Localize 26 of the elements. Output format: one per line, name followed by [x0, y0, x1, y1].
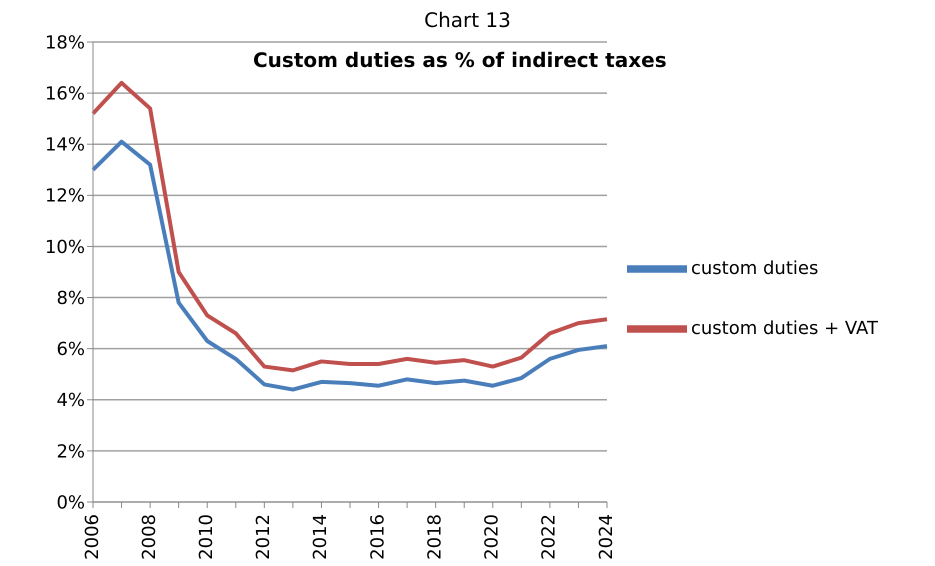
y-tick-label: 2% [56, 441, 85, 462]
y-tick-label: 0% [56, 492, 85, 514]
x-tick-label: 2006 [82, 514, 103, 560]
x-tick-label: 2010 [196, 514, 217, 560]
x-tick-label: 2016 [367, 514, 388, 560]
x-tick-label: 2008 [138, 514, 160, 560]
x-tick-label: 2012 [253, 514, 274, 560]
legend-label: custom duties + VAT [691, 318, 878, 339]
y-tick-label: 14% [44, 134, 85, 156]
line-series [91, 140, 609, 392]
y-tick-label: 18% [44, 32, 85, 54]
chart-title: Chart 13 [423, 8, 512, 34]
y-tick-label: 10% [44, 236, 85, 258]
x-tick-label: 2018 [424, 514, 446, 560]
x-tick-label: 2020 [482, 514, 503, 560]
y-tick-label: 6% [56, 339, 85, 360]
y-tick-label: 16% [44, 84, 85, 104]
x-tick-label: 2022 [538, 514, 560, 560]
y-tick-label: 12% [44, 186, 85, 207]
x-tick-label: 2014 [310, 514, 332, 560]
legend-label: custom duties [691, 258, 818, 279]
chart-subtitle: Custom duties as % of indirect taxes [253, 48, 667, 72]
y-tick-label: 4% [56, 390, 85, 412]
line-series [91, 80, 609, 372]
y-tick-label: 8% [56, 288, 85, 309]
x-tick-label: 2024 [596, 514, 617, 560]
